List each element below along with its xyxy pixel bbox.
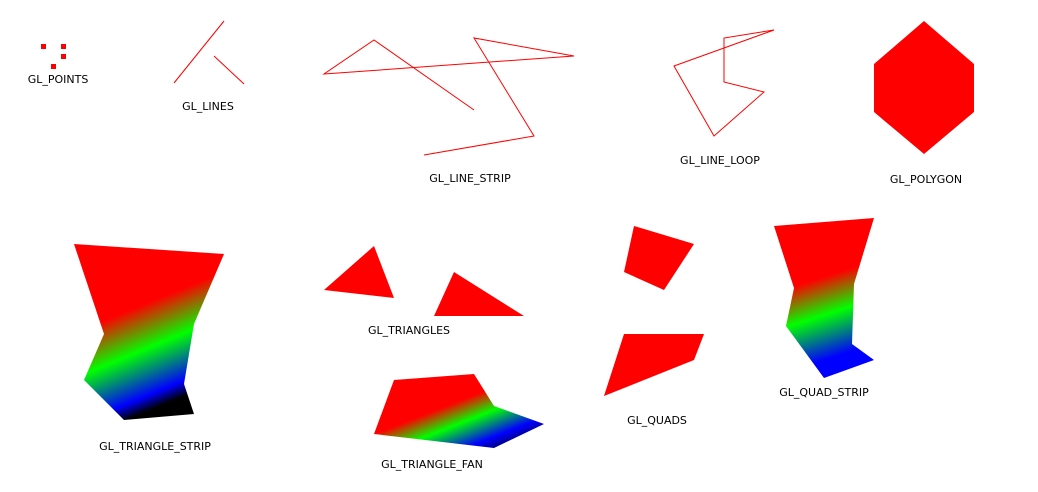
label-triangles: GL_TRIANGLES (368, 324, 450, 337)
line-segment-1 (173, 20, 225, 84)
quad-strip-shape (774, 218, 874, 378)
lines-group: GL_LINES (173, 20, 245, 113)
points-group: GL_POINTS (28, 44, 89, 86)
label-quad-strip: GL_QUAD_STRIP (779, 386, 869, 399)
polygon-group: GL_POLYGON (874, 21, 974, 186)
triangle-strip-shape (74, 244, 224, 420)
line-segment-2 (213, 55, 245, 85)
triangle-fan-group: GL_TRIANGLE_FAN (374, 374, 544, 471)
quad-strip-group: GL_QUAD_STRIP (774, 218, 874, 399)
label-line-loop: GL_LINE_LOOP (680, 154, 760, 167)
label-points: GL_POINTS (28, 73, 89, 86)
label-line-strip: GL_LINE_STRIP (429, 172, 511, 185)
quad-2 (604, 334, 704, 396)
triangle-fan-shape (374, 374, 544, 448)
label-triangle-fan: GL_TRIANGLE_FAN (381, 458, 483, 471)
point-1 (41, 44, 46, 49)
line-loop-path (673, 29, 775, 137)
label-polygon: GL_POLYGON (890, 173, 962, 186)
label-triangle-strip: GL_TRIANGLE_STRIP (99, 440, 211, 453)
line-loop-group: GL_LINE_LOOP (673, 29, 775, 167)
quads-group: GL_QUADS (604, 226, 704, 427)
quad-1 (624, 226, 694, 290)
polygon-shape (874, 21, 974, 154)
label-lines: GL_LINES (182, 100, 234, 113)
triangles-group: GL_TRIANGLES (324, 246, 524, 337)
line-strip-path (322, 37, 575, 156)
label-quads: GL_QUADS (627, 414, 687, 427)
point-4 (51, 64, 56, 69)
line-strip-group: GL_LINE_STRIP (322, 37, 575, 185)
point-3 (61, 54, 66, 59)
point-2 (61, 44, 66, 49)
triangle-1 (324, 246, 394, 298)
triangle-2 (434, 272, 524, 316)
triangle-strip-group: GL_TRIANGLE_STRIP (74, 244, 224, 453)
